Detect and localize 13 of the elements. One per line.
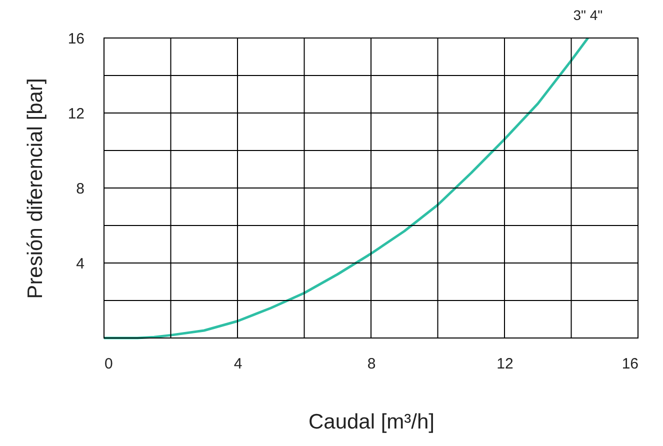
x-tick-label: 4 [234,356,242,372]
x-tick-label: 12 [496,356,514,372]
y-axis-title: Presión diferencial [bar] [24,78,47,299]
y-tick-label: 4 [76,256,84,272]
x-axis-title: Caudal [m³/h] [308,410,435,434]
x-tick-label: 16 [622,356,638,372]
x-tick-label: 8 [367,356,376,372]
y-tick-label: 16 [68,30,84,48]
x-tick-label: 0 [104,356,113,372]
annotation: 3" 4" [573,7,603,23]
line-series [102,36,590,340]
y-tick-label: 8 [76,180,84,198]
y-tick-label: 12 [68,106,84,122]
